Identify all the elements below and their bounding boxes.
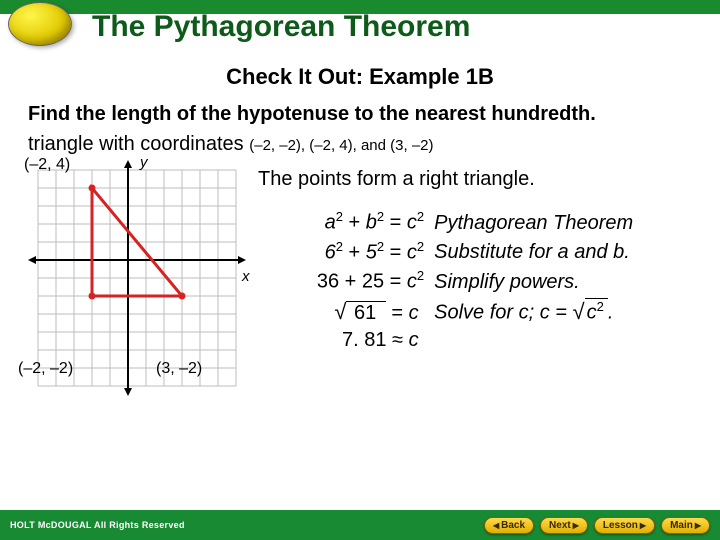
equation-grid: a2 + b2 = c2 Pythagorean Theorem 62 + 52 =…: [258, 209, 692, 352]
equation-1: 62 + 52 = c2: [258, 239, 424, 265]
nav-buttons: ◀Back Next▶ Lesson▶ Main▶: [484, 517, 710, 534]
math-column: The points form a right triangle. a2 + b…: [258, 160, 692, 352]
explanation-2: Simplify powers.: [434, 271, 692, 294]
subtitle-bar: Check It Out: Example 1B: [0, 56, 720, 102]
back-button[interactable]: ◀Back: [484, 517, 534, 534]
equation-0: a2 + b2 = c2: [258, 209, 424, 235]
axis-label-x: x: [242, 268, 250, 285]
footer: HOLT McDOUGAL All Rights Reserved ◀Back …: [0, 510, 720, 540]
explanation-3: Solve for c; c = √c2.: [434, 298, 692, 325]
copyright: HOLT McDOUGAL All Rights Reserved: [10, 520, 185, 530]
header-oval-icon: [8, 2, 72, 46]
explanation-0: Pythagorean Theorem: [434, 212, 692, 235]
equation-4: 7. 81 ≈ c: [258, 329, 424, 352]
content: Find the length of the hypotenuse to the…: [0, 102, 720, 396]
prompt-line-2: triangle with coordinates (–2, –2), (–2,…: [28, 133, 692, 156]
main-button[interactable]: Main▶: [661, 517, 710, 534]
prompt-line-1: Find the length of the hypotenuse to the…: [28, 102, 692, 127]
statement: The points form a right triangle.: [258, 168, 692, 191]
graph-column: (–2, 4) y x (–2, –2) (3, –2): [28, 160, 248, 396]
right-triangle-icon: ▶: [573, 521, 579, 530]
main-row: (–2, 4) y x (–2, –2) (3, –2) The points …: [28, 160, 692, 396]
lesson-label: Lesson: [603, 520, 638, 531]
prompt-coords: (–2, –2), (–2, 4), and (3, –2): [249, 137, 433, 154]
right-triangle-icon: ▶: [695, 521, 701, 530]
vertex-label-a: (–2, 4): [24, 156, 70, 174]
left-triangle-icon: ◀: [493, 521, 499, 530]
prompt-prefix: triangle with coordinates: [28, 133, 249, 155]
equation-2: 36 + 25 = c2: [258, 268, 424, 294]
back-label: Back: [501, 520, 525, 531]
next-label: Next: [549, 520, 571, 531]
axis-label-y: y: [140, 154, 148, 171]
next-button[interactable]: Next▶: [540, 517, 588, 534]
main-label: Main: [670, 520, 693, 531]
page-title: The Pythagorean Theorem: [92, 10, 470, 44]
vertex-label-b: (–2, –2): [18, 360, 73, 378]
header: The Pythagorean Theorem: [0, 0, 720, 56]
subtitle: Check It Out: Example 1B: [226, 64, 494, 89]
right-triangle-icon: ▶: [640, 521, 646, 530]
lesson-button[interactable]: Lesson▶: [594, 517, 655, 534]
explanation-1: Substitute for a and b.: [434, 241, 692, 264]
vertex-label-c: (3, –2): [156, 360, 202, 378]
equation-3: √ 61 = c: [258, 299, 424, 325]
